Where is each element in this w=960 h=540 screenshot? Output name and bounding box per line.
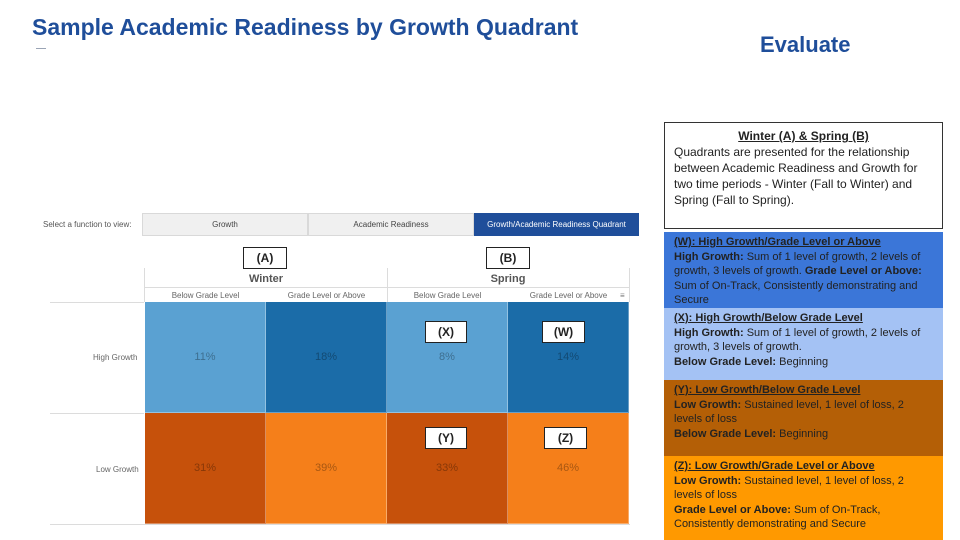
slide-title: Sample Academic Readiness by Growth Quad… [32,14,579,40]
sort-icon[interactable]: ≡ [620,291,625,300]
legend-y-key1: Low Growth: [674,398,742,411]
cell-high-winter-below[interactable]: 11% [145,302,266,413]
legend-z-key2: Grade Level or Above: [674,503,791,516]
legend-w-title: (W): High Growth/Grade Level or Above [674,236,881,248]
row-header-high-growth: High Growth [93,353,138,362]
legend-w: (W): High Growth/Grade Level or Above Hi… [664,232,943,308]
grid-line [387,268,388,302]
grid-line [50,524,630,525]
row-header-low-growth: Low Growth [96,465,139,474]
legend-w-key1: High Growth: [674,250,744,263]
legend-y-val1: Sustained level, 1 level of loss, 2 leve… [674,398,904,426]
cell-high-spring-below[interactable]: 8% [387,302,508,413]
time-period-description: Winter (A) & Spring (B) Quadrants are pr… [664,122,943,229]
legend-w-key2: Grade Level or Above: [804,265,922,277]
cell-high-spring-above[interactable]: 14% [508,302,629,413]
grid-line [144,287,630,288]
column-header: Below Grade Level [413,291,482,300]
legend-z-val1: Sustained level, 1 level of loss, 2 leve… [674,474,904,502]
function-option-academic-readiness[interactable]: Academic Readiness [308,213,474,236]
grid-line [629,268,630,302]
legend-x-title: (X): High Growth/Below Grade Level [674,312,863,324]
legend-x-val1: Sum of 1 level of growth, 2 levels of gr… [674,326,921,354]
legend-y-val2: Beginning [776,427,829,440]
legend-x-val2: Beginning [776,355,829,368]
title-divider [36,48,46,49]
legend-w-val2: Sum of On-Track, Consistently demonstrat… [674,279,918,307]
marker-b: (B) [486,247,530,269]
legend-z-key1: Low Growth: [674,474,742,487]
legend-z-val2: Sum of On-Track, Consistently demonstrat… [674,503,881,531]
legend-w-val1: Sum of 1 level of growth, 2 levels of gr… [674,250,921,278]
marker-y: (Y) [425,427,467,449]
marker-a: (A) [243,247,287,269]
grid-line [144,268,145,302]
legend-x: (X): High Growth/Below Grade Level High … [664,308,943,380]
legend-y-key2: Below Grade Level: [674,427,777,440]
legend-x-key1: High Growth: [674,326,744,339]
marker-w: (W) [542,321,585,343]
column-header: Grade Level or Above [287,291,366,300]
period-header-spring: Spring [490,273,526,285]
cell-high-winter-above[interactable]: 18% [266,302,387,413]
grid-line [50,302,144,303]
cell-low-spring-above[interactable]: 46% [508,413,629,524]
cell-low-winter-above[interactable]: 39% [266,413,387,524]
legend-z: (Z): Low Growth/Grade Level or Above Low… [664,456,943,540]
function-selector-label: Select a function to view: [43,220,132,229]
legend-y: (Y): Low Growth/Below Grade Level Low Gr… [664,380,943,456]
period-header-winter: Winter [248,273,284,285]
description-body: Quadrants are presented for the relation… [674,145,918,207]
grid-line [50,413,144,414]
marker-z: (Z) [544,427,587,449]
description-heading: Winter (A) & Spring (B) [738,129,869,143]
marker-x: (X) [425,321,467,343]
evaluate-heading: Evaluate [760,32,851,57]
column-header: Grade Level or Above [529,291,608,300]
column-header: Below Grade Level [171,291,240,300]
legend-x-key2: Below Grade Level: [674,355,777,368]
function-option-quadrant[interactable]: Growth/Academic Readiness Quadrant [474,213,639,236]
legend-z-title: (Z): Low Growth/Grade Level or Above [674,460,875,472]
cell-low-winter-below[interactable]: 31% [145,413,266,524]
function-option-growth[interactable]: Growth [142,213,308,236]
legend-y-title: (Y): Low Growth/Below Grade Level [674,384,861,396]
